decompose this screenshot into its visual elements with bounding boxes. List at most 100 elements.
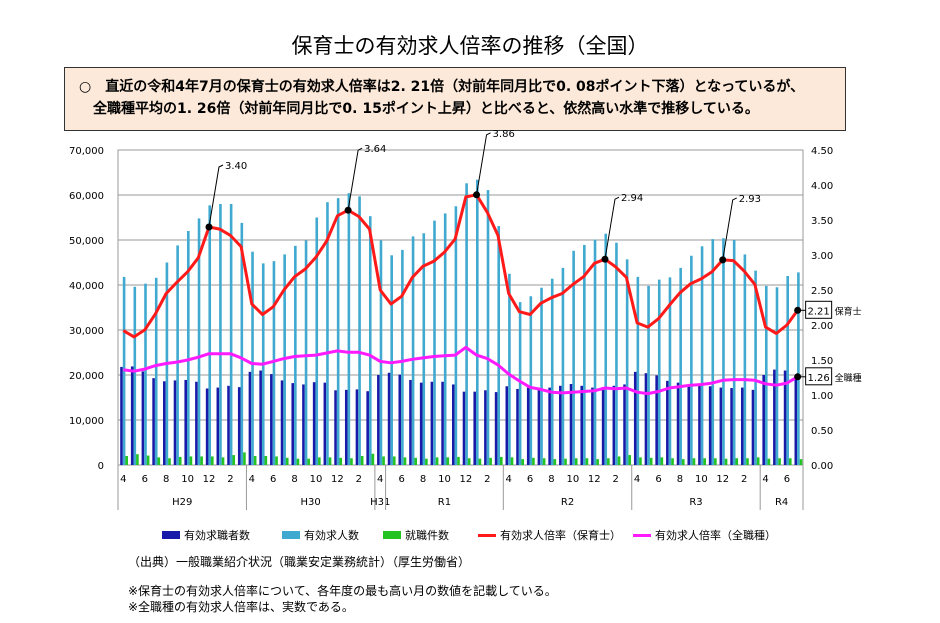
bar-hires (168, 458, 171, 465)
bar-hires (296, 458, 300, 465)
x-tick-label: 12 (459, 474, 472, 485)
bar-hires (339, 457, 343, 465)
bar-job-openings (154, 277, 158, 465)
bar-job-seekers (270, 374, 273, 465)
bar-hires (243, 452, 246, 465)
bar-hires (403, 457, 407, 465)
bar-job-seekers (773, 369, 776, 465)
bar-job-seekers (612, 385, 616, 465)
bar-job-seekers (526, 387, 530, 465)
bar-hires (221, 457, 225, 465)
left-axis-tick-label: 0 (98, 461, 104, 472)
bar-job-seekers (548, 387, 551, 465)
x-tick-label: 2 (741, 474, 747, 485)
bar-hires (639, 457, 642, 465)
bar-job-seekers (430, 381, 434, 465)
end-value: 1.26 (808, 373, 830, 384)
period-label: R3 (689, 497, 702, 508)
bar-job-openings (754, 270, 757, 465)
x-tick-label: 2 (356, 474, 362, 485)
line-nursery-ratio (122, 193, 799, 339)
bar-hires (125, 456, 128, 465)
bar-job-seekers (312, 382, 316, 465)
bar-hires (382, 456, 385, 465)
legend-item: 有効求人数 (282, 527, 359, 543)
bar-job-seekers (323, 382, 327, 465)
period-label: H30 (301, 497, 321, 508)
bar-job-openings (411, 236, 415, 465)
period-label: R4 (775, 497, 788, 508)
period-label: H29 (172, 497, 192, 508)
bar-job-openings (272, 261, 276, 465)
x-tick-label: 10 (181, 474, 194, 485)
bar-hires (607, 458, 610, 465)
bar-job-openings (219, 204, 222, 465)
legend-label: 有効求人数 (304, 529, 359, 542)
bar-job-openings (368, 216, 372, 465)
end-value-box (805, 367, 833, 386)
bar-hires (628, 455, 632, 465)
bar-hires (703, 458, 706, 465)
annotation-label: 2.93 (739, 194, 761, 205)
x-tick-label: 6 (655, 474, 661, 485)
footnote-1: ※保育士の有効求人倍率について、各年度の最も高い月の数値を記載している。 (128, 584, 557, 598)
bar-hires (724, 458, 728, 465)
bar-hires (574, 458, 578, 465)
annotation-label: 3.64 (364, 144, 386, 155)
bar-job-seekers (441, 381, 444, 465)
bar-job-seekers (377, 375, 380, 465)
bar-job-openings (358, 196, 361, 465)
bar-job-openings (208, 205, 212, 465)
bar-job-openings (550, 278, 554, 465)
annotation-leader (604, 196, 620, 260)
bar-job-seekers (719, 387, 723, 465)
bar-job-openings (401, 249, 404, 465)
bar-job-seekers (173, 380, 177, 465)
bar-job-openings (690, 255, 693, 465)
bar-job-seekers (130, 366, 134, 465)
bar-job-seekers (505, 386, 509, 465)
bar-job-openings (743, 254, 747, 465)
summary-box: ○ 直近の令和4年7月の保育士の有効求人倍率は2. 21倍（対前年同月比で0. … (64, 67, 846, 131)
bar-job-openings (240, 222, 244, 465)
bar-job-seekers (666, 380, 669, 465)
left-axis-tick-label: 30,000 (69, 326, 104, 337)
x-tick-label: 10 (567, 474, 580, 485)
bar-hires (467, 458, 471, 465)
bar-job-seekers (601, 387, 605, 465)
bar-job-seekers (655, 375, 658, 465)
bar-job-openings (647, 285, 650, 465)
bar-job-seekers (633, 371, 637, 465)
x-tick-label: 6 (398, 474, 404, 485)
legend-item: 有効求人倍率（保育士） (478, 527, 621, 543)
bar-job-seekers (302, 384, 305, 465)
legend-label: 有効求人倍率（全職種） (655, 529, 776, 542)
bar-job-seekers (516, 388, 519, 465)
bar-job-openings (679, 267, 682, 465)
bar-job-openings (636, 276, 640, 465)
bar-job-seekers (698, 384, 701, 465)
bar-hires (714, 458, 717, 465)
bar-hires (510, 457, 514, 465)
right-axis-tick-label: 1.50 (811, 356, 833, 367)
x-tick-label: 4 (249, 474, 255, 485)
bar-job-seekers (676, 382, 680, 465)
bar-job-seekers (484, 390, 487, 465)
bar-hires (585, 458, 589, 465)
annotation-label: 2.94 (621, 193, 643, 204)
bar-job-openings (786, 276, 789, 465)
bar-job-seekers (205, 388, 209, 465)
bar-hires (307, 458, 310, 465)
bar-hires (285, 457, 289, 465)
bar-job-openings (764, 285, 768, 465)
bar-job-openings (433, 220, 436, 465)
right-axis-tick-label: 4.00 (811, 181, 833, 192)
annotation-leader (208, 164, 224, 228)
bar-hires (328, 457, 332, 465)
bar-hires (692, 458, 696, 465)
x-tick-label: 2 (613, 474, 619, 485)
bar-hires (671, 458, 674, 465)
bar-job-seekers (762, 375, 765, 465)
x-tick-label: 8 (548, 474, 554, 485)
bar-job-openings (593, 239, 597, 465)
